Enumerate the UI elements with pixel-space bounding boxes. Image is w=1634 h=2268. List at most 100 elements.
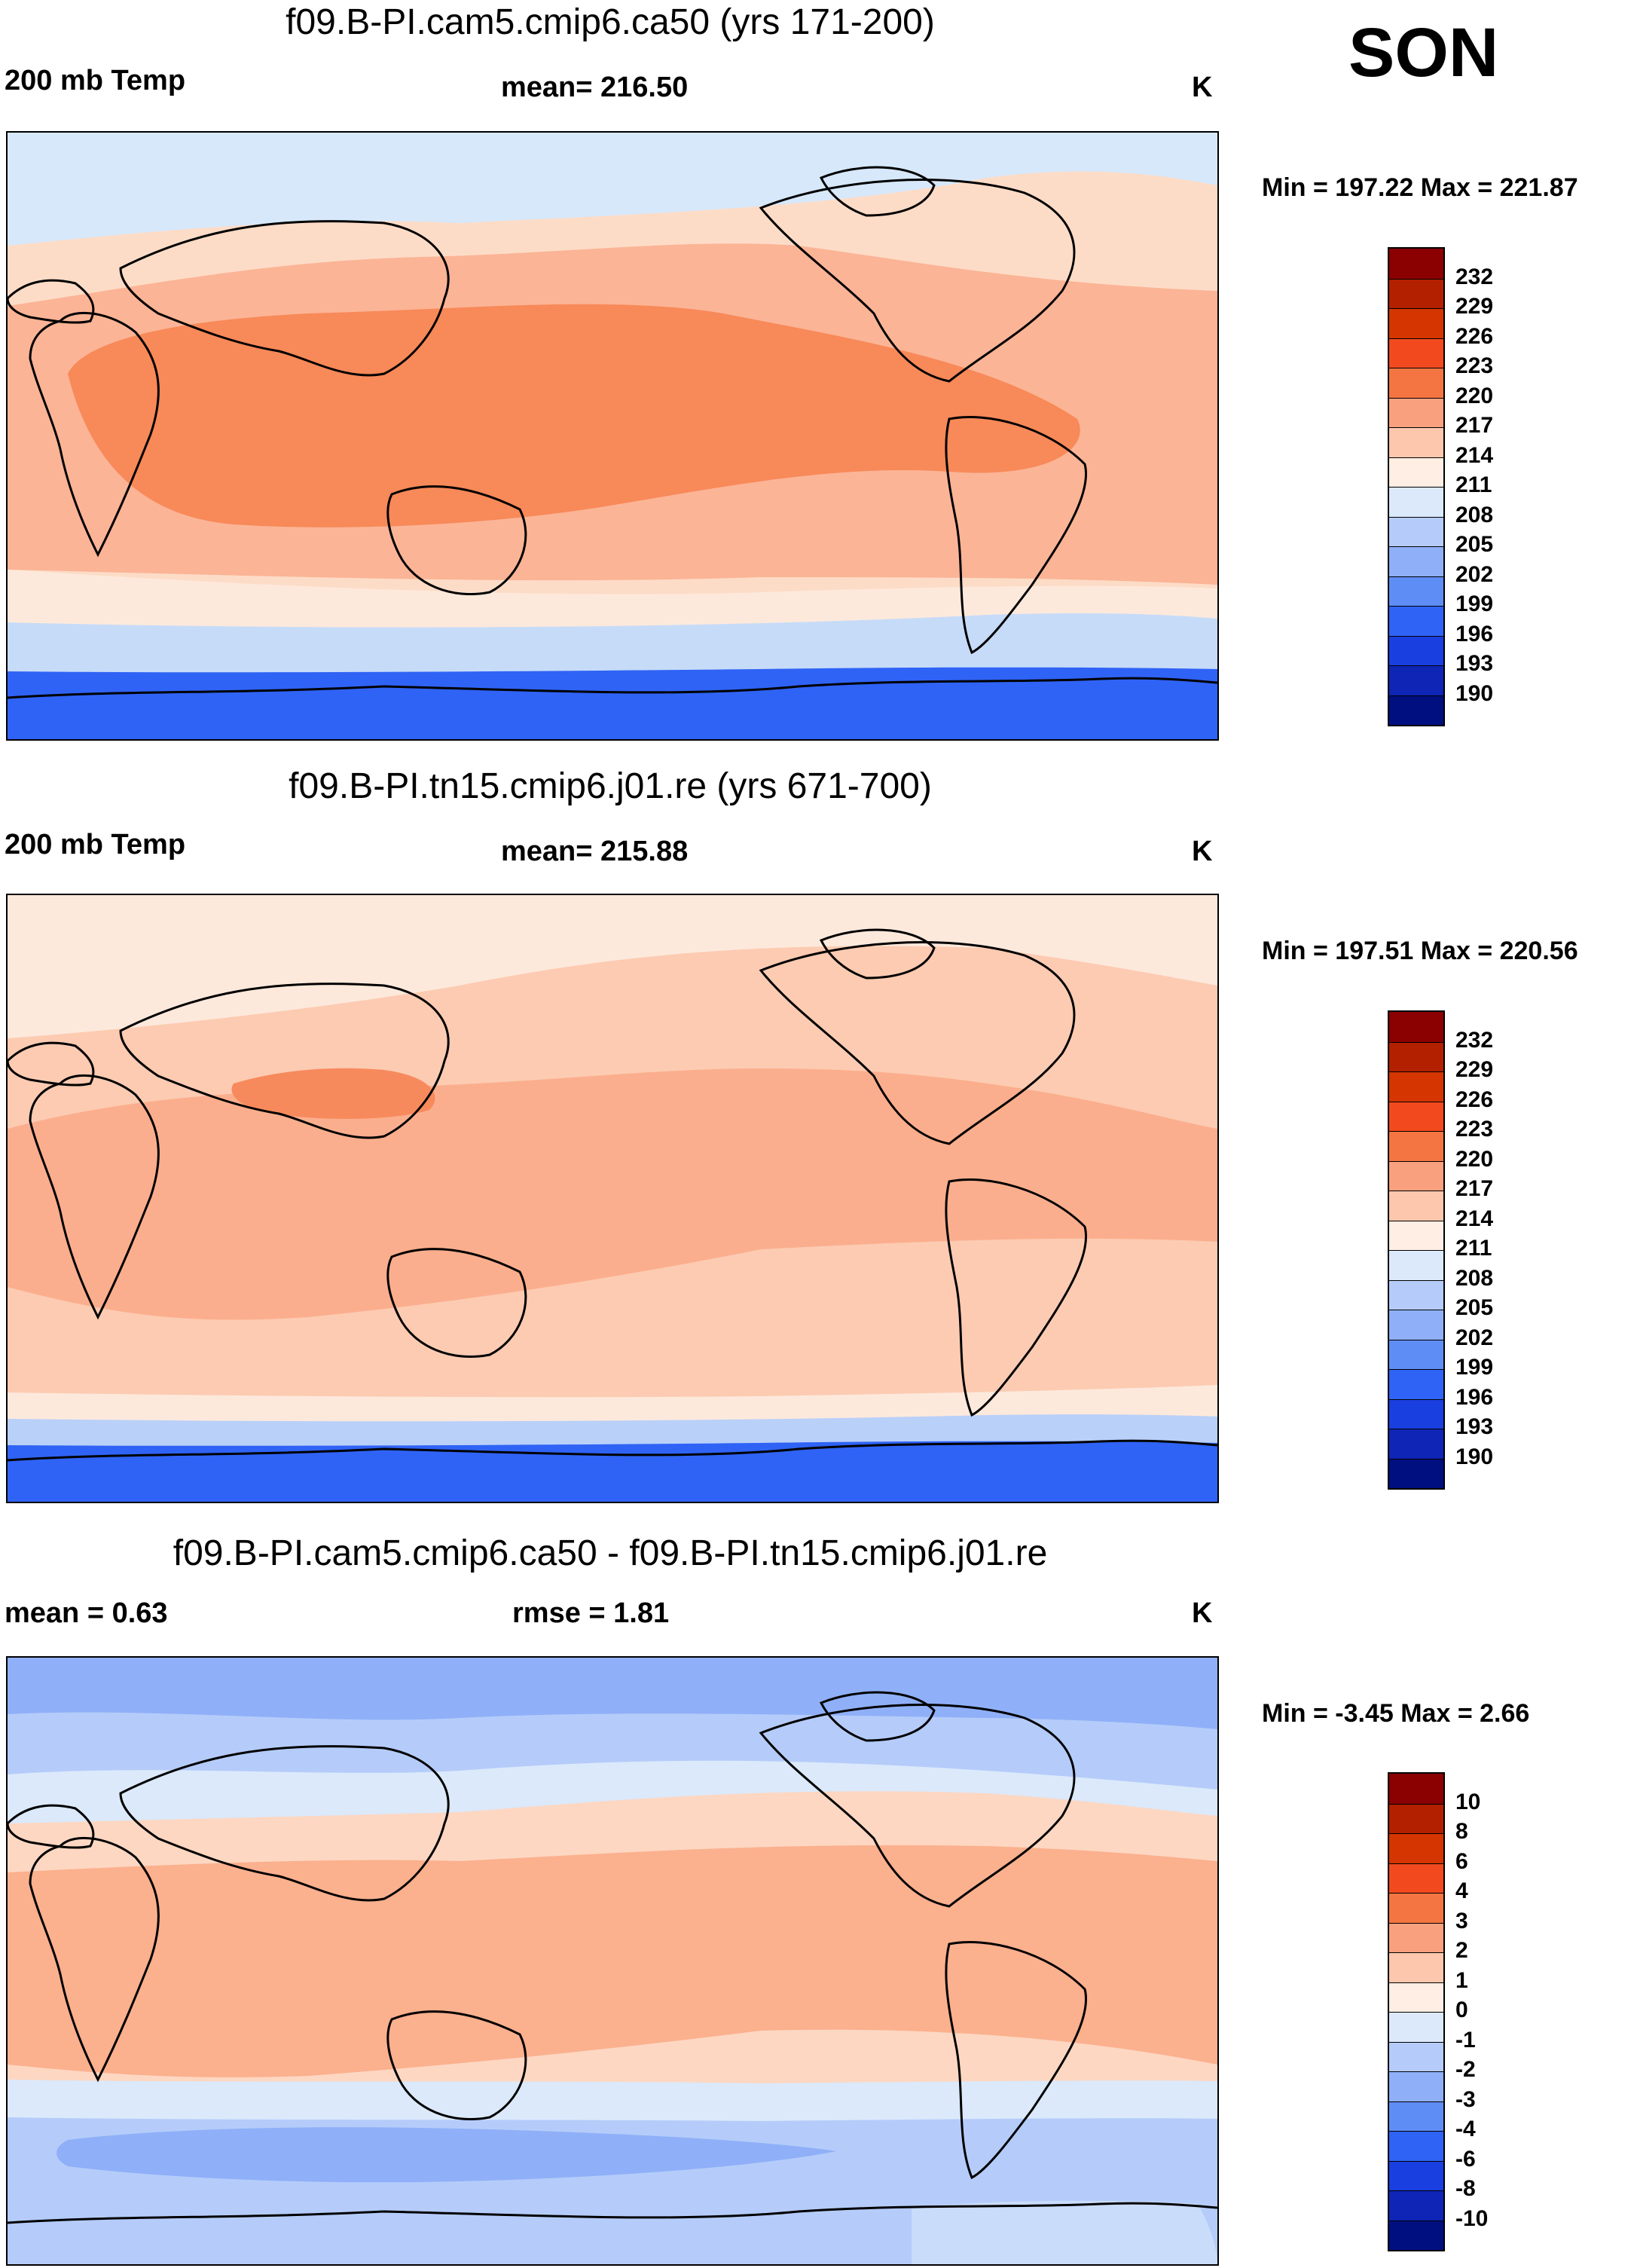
coast-north-america [759, 1704, 1076, 1908]
panel-2-minmax: Min = 197.51 Max = 220.56 [1262, 937, 1578, 965]
coast-australia [386, 1248, 527, 1359]
colorbar-label: -3 [1455, 2086, 1476, 2112]
coast-antarctica [8, 1439, 1217, 1462]
colorbar-swatch [1389, 457, 1443, 487]
panel-3-rmse-label: rmse = 1.81 [512, 1597, 670, 1629]
colorbar-label: -1 [1455, 2027, 1476, 2053]
colorbar-label: 211 [1455, 1236, 1492, 1261]
panel-3-colorbar [1388, 1772, 1445, 2251]
colorbar-swatch [1389, 635, 1443, 665]
panel-2-units-label: K [1192, 836, 1213, 867]
colorbar-label: 1 [1455, 1967, 1468, 1993]
colorbar-label: 214 [1455, 442, 1494, 468]
coast-south-america [945, 1178, 1087, 1417]
colorbar-swatch [1389, 1398, 1443, 1429]
colorbar-swatch [1389, 695, 1443, 725]
colorbar-label: 232 [1455, 1027, 1494, 1053]
field-antarctic [8, 667, 1217, 739]
colorbar-swatch [1389, 1863, 1443, 1893]
coast-antarctica [8, 2202, 1217, 2224]
colorbar-label: 8 [1455, 1819, 1468, 1844]
field-tropics [8, 1068, 1217, 1320]
colorbar-swatch [1389, 516, 1443, 546]
coast-greenland [819, 1691, 936, 1742]
panel-3-minmax: Min = -3.45 Max = 2.66 [1262, 1699, 1530, 1728]
panel-3-units-label: K [1192, 1597, 1213, 1629]
coast-europe [8, 1041, 95, 1087]
colorbar-label: 196 [1455, 621, 1494, 646]
colorbar-label: 193 [1455, 651, 1494, 676]
colorbar-swatch [1389, 1191, 1443, 1221]
coast-australia [386, 2010, 527, 2121]
season-label: SON [1348, 14, 1499, 91]
colorbar-label: 208 [1455, 502, 1494, 527]
colorbar-label: -6 [1455, 2146, 1476, 2172]
panel-1-units-label: K [1192, 72, 1213, 103]
panel-2-coastlines [8, 928, 1217, 1462]
panel-1-contour-map [8, 133, 1217, 739]
colorbar-label: 190 [1455, 680, 1494, 706]
colorbar-swatch [1389, 487, 1443, 517]
panel-1-minmax: Min = 197.22 Max = 221.87 [1262, 173, 1578, 202]
colorbar-swatch [1389, 2041, 1443, 2071]
colorbar-swatch [1389, 2190, 1443, 2221]
colorbar-label: 2 [1455, 1938, 1468, 1963]
colorbar-swatch [1389, 2160, 1443, 2190]
colorbar-label: 199 [1455, 591, 1494, 616]
colorbar-label: 196 [1455, 1384, 1494, 1410]
colorbar-swatch [1389, 1220, 1443, 1250]
panel-2-map [6, 894, 1219, 1503]
colorbar-swatch [1389, 1774, 1443, 1804]
colorbar-swatch [1389, 1893, 1443, 1923]
panel-3-title: f09.B-PI.cam5.cmip6.ca50 - f09.B-PI.tn15… [173, 1533, 1048, 1573]
colorbar-label: 6 [1455, 1848, 1468, 1874]
coast-asia [119, 1745, 450, 1902]
colorbar-label: 217 [1455, 413, 1494, 438]
colorbar-swatch [1389, 1279, 1443, 1310]
panel-3-map [6, 1656, 1219, 2266]
colorbar-swatch [1389, 1101, 1443, 1131]
panel-1-coastlines [8, 166, 1217, 699]
field-antarctic [8, 1441, 1217, 1502]
panel-2-mean-label: mean= 215.88 [501, 836, 689, 867]
panel-1-map [6, 131, 1219, 741]
colorbar-swatch [1389, 1429, 1443, 1459]
colorbar-label: 205 [1455, 532, 1494, 557]
colorbar-swatch [1389, 2012, 1443, 2042]
colorbar-label: 190 [1455, 1444, 1494, 1469]
colorbar-label: -2 [1455, 2057, 1476, 2082]
colorbar-label: 3 [1455, 1908, 1468, 1933]
colorbar-swatch [1389, 1339, 1443, 1369]
colorbar-label: 223 [1455, 1117, 1494, 1142]
colorbar-swatch [1389, 546, 1443, 576]
coast-greenland [819, 166, 936, 217]
colorbar-swatch [1389, 576, 1443, 606]
colorbar-swatch [1389, 1833, 1443, 1863]
colorbar-swatch [1389, 1160, 1443, 1191]
coast-asia [119, 983, 450, 1139]
colorbar-swatch [1389, 1071, 1443, 1102]
colorbar-label: 4 [1455, 1878, 1468, 1903]
colorbar-swatch [1389, 1952, 1443, 1982]
colorbar-swatch [1389, 1012, 1443, 1042]
colorbar-label: 226 [1455, 323, 1494, 349]
colorbar-label: 202 [1455, 1325, 1494, 1350]
colorbar-label: 10 [1455, 1789, 1481, 1814]
colorbar-label: 229 [1455, 1057, 1494, 1082]
field-southern-core [57, 2127, 836, 2183]
coast-australia [386, 485, 527, 596]
colorbar-label: 214 [1455, 1206, 1494, 1231]
colorbar-label: 208 [1455, 1265, 1494, 1291]
panel-3-mean-label: mean = 0.63 [5, 1597, 168, 1629]
coast-south-america [945, 416, 1087, 655]
coast-north-america [759, 941, 1076, 1145]
panel-1-mean-label: mean= 216.50 [501, 72, 689, 103]
colorbar-swatch [1389, 397, 1443, 427]
colorbar-swatch [1389, 1041, 1443, 1071]
panel-1-variable-label: 200 mb Temp [5, 65, 186, 96]
panel-1-colorbar [1388, 247, 1445, 726]
coast-africa [29, 1836, 160, 2083]
colorbar-swatch [1389, 2131, 1443, 2161]
colorbar-label: -10 [1455, 2205, 1489, 2231]
coast-antarctica [8, 677, 1217, 699]
